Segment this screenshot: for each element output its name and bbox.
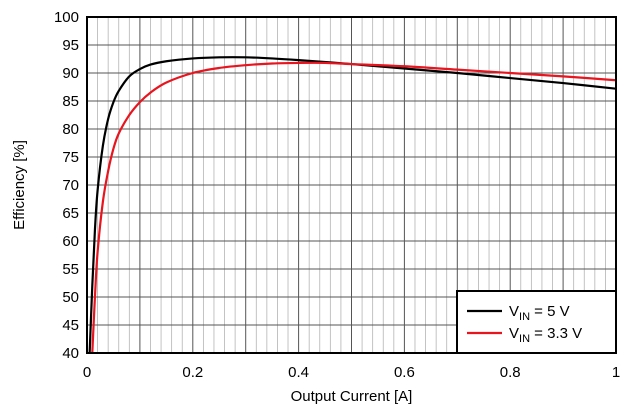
y-tick-label: 50 <box>62 289 79 306</box>
y-axis-title: Efficiency [%] <box>11 140 28 230</box>
x-tick-label: 0 <box>83 364 91 381</box>
x-axis-title: Output Current [A] <box>291 388 413 405</box>
x-tick-label: 0.6 <box>394 364 415 381</box>
legend-label: VIN = 5 V <box>509 303 570 323</box>
series-line-0 <box>88 56 616 353</box>
series-line-1 <box>91 61 616 353</box>
x-tick-labels: 0 0.2 0.4 0.6 0.8 1 <box>83 364 620 381</box>
y-tick-label: 75 <box>62 149 79 166</box>
x-tick-label: 0.8 <box>500 364 521 381</box>
y-tick-label: 60 <box>62 233 79 250</box>
y-tick-label: 100 <box>54 9 79 26</box>
legend-label: VIN = 3.3 V <box>509 325 582 345</box>
y-tick-label: 80 <box>62 121 79 138</box>
y-tick-label: 40 <box>62 345 79 362</box>
series-lines <box>88 56 616 353</box>
legend-box <box>456 290 617 354</box>
y-tick-label: 55 <box>62 261 79 278</box>
y-tick-label: 85 <box>62 93 79 110</box>
y-tick-labels: 40 45 50 55 60 65 70 75 80 85 90 95 100 <box>54 9 79 362</box>
y-tick-label: 65 <box>62 205 79 222</box>
y-tick-label: 90 <box>62 65 79 82</box>
x-tick-label: 1 <box>612 364 620 381</box>
x-tick-label: 0.2 <box>182 364 203 381</box>
x-tick-label: 0.4 <box>288 364 309 381</box>
y-tick-label: 70 <box>62 177 79 194</box>
plot-frame <box>86 16 617 354</box>
y-tick-label: 95 <box>62 37 79 54</box>
y-tick-label: 45 <box>62 317 79 334</box>
